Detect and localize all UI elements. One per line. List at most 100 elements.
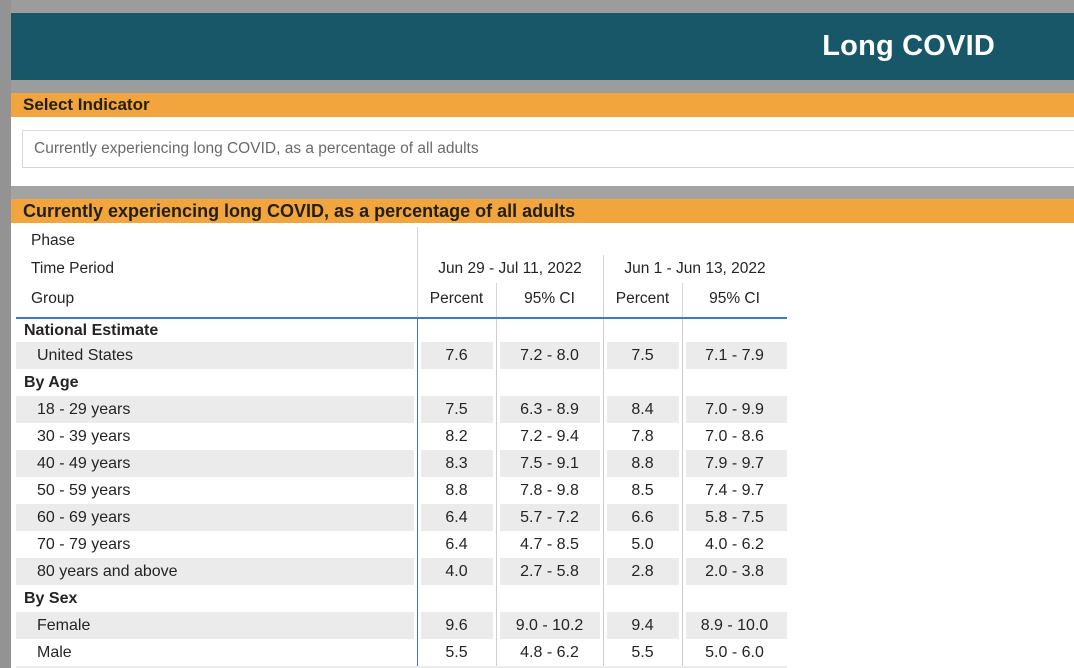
table-row[interactable]: 40 - 49 years 8.3 7.5 - 9.1 8.8 7.9 - 9.7	[16, 450, 787, 477]
cell-value	[496, 369, 603, 396]
row-label: 60 - 69 years	[37, 509, 131, 526]
app-header-bar: Long COVID	[11, 13, 1074, 80]
body-gridline	[679, 319, 686, 666]
row-label: 18 - 29 years	[37, 401, 131, 418]
table-row[interactable]: United States 7.6 7.2 - 8.0 7.5 7.1 - 7.9	[16, 342, 787, 369]
table-row[interactable]: 18 - 29 years 7.5 6.3 - 8.9 8.4 7.0 - 9.9	[16, 396, 787, 423]
cell-value: 7.0 - 9.9	[705, 401, 764, 418]
indicator-dropdown[interactable]: Currently experiencing long COVID, as a …	[22, 130, 1074, 168]
table-section-row[interactable]: By Sex	[16, 585, 787, 612]
table-title: Currently experiencing long COVID, as a …	[23, 200, 576, 221]
cell-value: 4.7 - 8.5	[520, 536, 579, 553]
cell-value: 7.4 - 9.7	[705, 482, 764, 499]
column-header-percent-1: Percent	[429, 290, 484, 307]
table-row[interactable]: 80 years and above 4.0 2.7 - 5.8 2.8 2.0 - 3…	[16, 558, 787, 585]
cell-value: 7.8	[631, 428, 654, 445]
section-divider	[11, 80, 1074, 93]
row-label: 70 - 79 years	[37, 536, 131, 553]
window-margin-left	[0, 0, 11, 668]
section-divider	[11, 186, 1074, 199]
cell-value	[682, 369, 787, 396]
table-row[interactable]: 30 - 39 years 8.2 7.2 - 9.4 7.8 7.0 - 8.6	[16, 423, 787, 450]
cell-value: 7.1 - 7.9	[705, 347, 764, 364]
table-row[interactable]: 60 - 69 years 6.4 5.7 - 7.2 6.6 5.8 - 7.5	[16, 504, 787, 531]
cell-value: 7.9 - 9.7	[705, 455, 764, 472]
row-label: 50 - 59 years	[37, 482, 131, 499]
cell-value: 9.4	[631, 617, 654, 634]
cell-value: 6.3 - 8.9	[520, 401, 579, 418]
select-indicator-label: Select Indicator	[23, 95, 150, 114]
row-label: 30 - 39 years	[37, 428, 131, 445]
cell-value: 8.3	[445, 455, 468, 472]
cell-value: 5.0 - 6.0	[705, 644, 764, 661]
table-title-bar: Currently experiencing long COVID, as a …	[11, 199, 1074, 223]
cell-value	[496, 319, 603, 342]
row-label: Male	[37, 644, 72, 661]
cell-value: 8.4	[631, 401, 654, 418]
page-title: Long COVID	[822, 30, 995, 62]
cell-value	[682, 319, 787, 342]
cell-value	[603, 369, 682, 396]
cell-value: 5.0	[631, 536, 654, 553]
column-header-ci-2: 95% CI	[709, 290, 760, 307]
body-gridline	[493, 319, 500, 666]
cell-value: 9.6	[445, 617, 468, 634]
cell-value: 5.5	[631, 644, 654, 661]
cell-value: 6.6	[631, 509, 654, 526]
row-label: 40 - 49 years	[37, 455, 131, 472]
cell-value: 7.5	[631, 347, 654, 364]
cell-value: 7.5	[445, 401, 468, 418]
header-gridline	[682, 283, 683, 318]
column-header-period-1: Jun 29 - Jul 11, 2022	[438, 260, 582, 277]
header-time-period-label: Time Period	[31, 260, 114, 277]
table-body: National Estimate United States 7.6 7.2 - 8…	[16, 319, 787, 666]
header-underline	[16, 317, 787, 319]
cell-value	[417, 369, 496, 396]
body-gridline	[600, 319, 607, 666]
cell-value: 8.8	[445, 482, 468, 499]
cell-value	[682, 585, 787, 612]
row-label: By Sex	[24, 590, 78, 607]
cell-value: 2.8	[631, 563, 654, 580]
row-label: 80 years and above	[37, 563, 178, 580]
table-row[interactable]: Female 9.6 9.0 - 10.2 9.4 8.9 - 10.0	[16, 612, 787, 639]
cell-value: 8.5	[631, 482, 654, 499]
cell-value: 4.8 - 6.2	[520, 644, 579, 661]
column-header-percent-2: Percent	[615, 290, 670, 307]
header-gridline	[496, 283, 497, 318]
column-header-ci-1: 95% CI	[524, 290, 575, 307]
cell-value	[603, 319, 682, 342]
cell-value: 8.2	[445, 428, 468, 445]
cell-value	[417, 319, 496, 342]
cell-value: 2.7 - 5.8	[520, 563, 579, 580]
cell-value: 2.0 - 3.8	[705, 563, 764, 580]
row-label: National Estimate	[24, 322, 159, 339]
table-section-row[interactable]: By Age	[16, 369, 787, 396]
cell-value: 4.0	[445, 563, 468, 580]
table-row[interactable]: Male 5.5 4.8 - 6.2 5.5 5.0 - 6.0	[16, 639, 787, 666]
cell-value: 7.8 - 9.8	[520, 482, 579, 499]
cell-value: 4.0 - 6.2	[705, 536, 764, 553]
column-header-period-2: Jun 1 - Jun 13, 2022	[624, 260, 766, 277]
cell-value: 7.2 - 8.0	[520, 347, 579, 364]
table-section-row[interactable]: National Estimate	[16, 319, 787, 342]
cell-value: 5.7 - 7.2	[520, 509, 579, 526]
cell-value	[496, 585, 603, 612]
select-indicator-bar: Select Indicator	[11, 93, 1074, 117]
cell-value: 5.5	[445, 644, 468, 661]
cell-value: 8.9 - 10.0	[700, 617, 769, 634]
indicator-dropdown-value: Currently experiencing long COVID, as a …	[34, 140, 479, 157]
table-row[interactable]: 70 - 79 years 6.4 4.7 - 8.5 5.0 4.0 - 6.2	[16, 531, 787, 558]
cell-value	[417, 585, 496, 612]
table-row[interactable]: 50 - 59 years 8.8 7.8 - 9.8 8.5 7.4 - 9.7	[16, 477, 787, 504]
body-gridline-blue	[414, 319, 421, 666]
row-label: United States	[37, 347, 134, 364]
cell-value: 7.0 - 8.6	[705, 428, 764, 445]
cell-value: 8.8	[631, 455, 654, 472]
row-label: By Age	[24, 374, 79, 391]
cell-value	[603, 585, 682, 612]
row-label: Female	[37, 617, 91, 634]
table-row-clipped	[16, 666, 787, 668]
cell-value: 5.8 - 7.5	[705, 509, 764, 526]
